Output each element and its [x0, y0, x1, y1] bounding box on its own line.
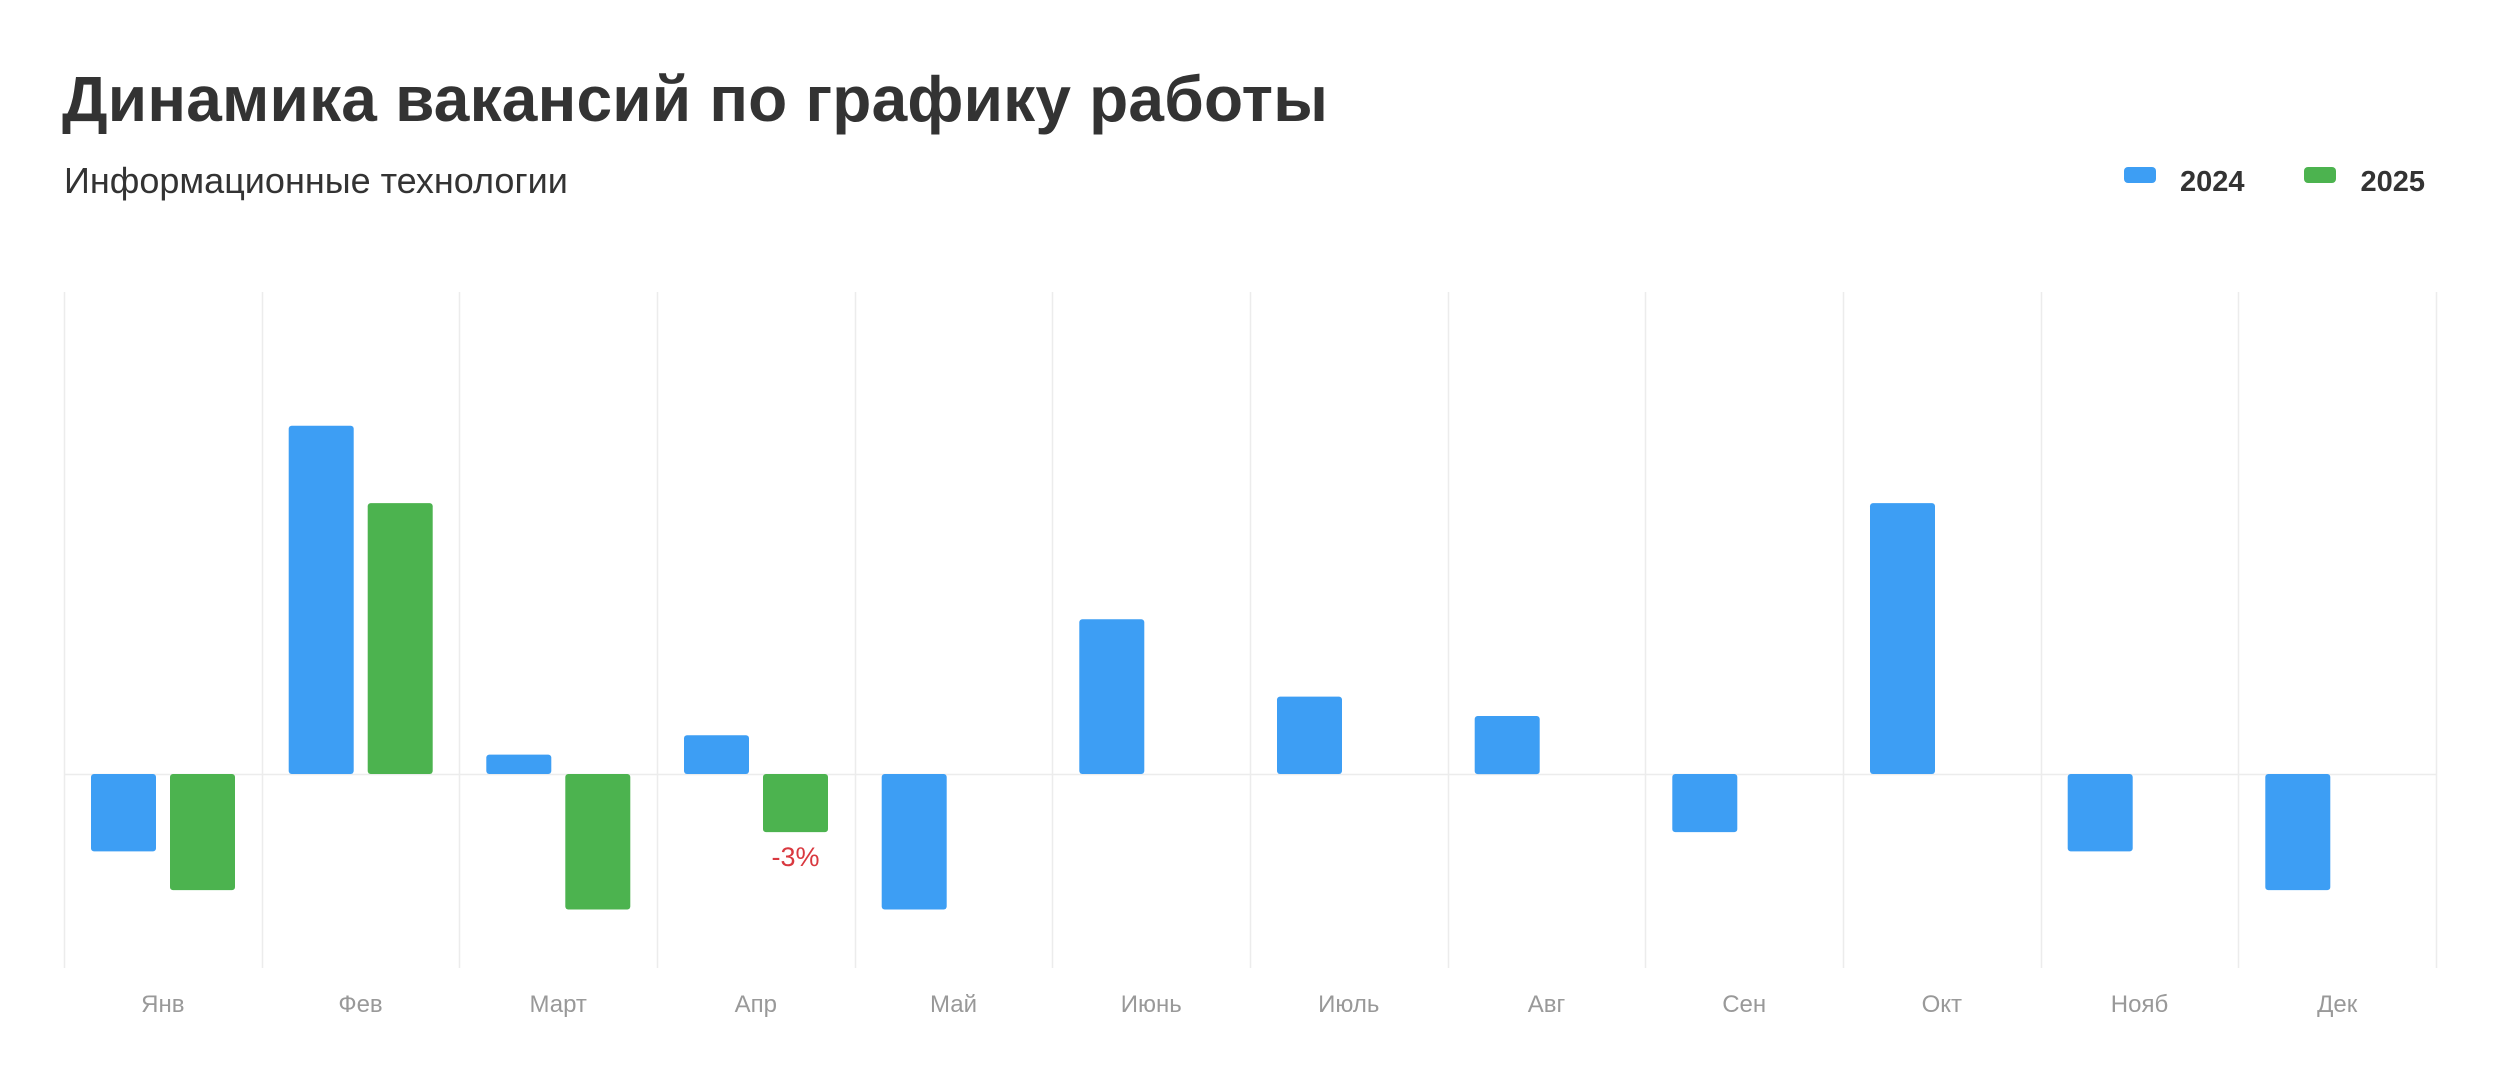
x-tick-label: Фев — [338, 991, 382, 1018]
bar-2024-Дек[interactable] — [2265, 774, 2331, 891]
bars — [91, 425, 2331, 910]
bar-2024-Май[interactable] — [881, 774, 947, 910]
bar-2024-Апр[interactable] — [684, 735, 749, 774]
bar-2024-Июль[interactable] — [1277, 696, 1342, 774]
bar-2024-Янв[interactable] — [91, 774, 156, 852]
x-tick-label: Окт — [1922, 991, 1962, 1018]
bar-2024-Авг[interactable] — [1474, 716, 1540, 775]
x-tick-label: Дек — [2317, 991, 2358, 1018]
x-tick-label: Июнь — [1121, 991, 1182, 1018]
bar-2025-Фев[interactable] — [367, 503, 433, 774]
legend: 2024 2025 — [2064, 166, 2425, 199]
bar-2025-Янв[interactable] — [170, 774, 235, 891]
bar-2025-Март[interactable] — [565, 774, 631, 910]
legend-item-2024[interactable]: 2024 — [2123, 166, 2245, 199]
legend-item-2025[interactable]: 2025 — [2304, 166, 2425, 199]
legend-swatch-2025 — [2304, 166, 2337, 183]
grid — [63, 292, 2438, 968]
legend-label-2025: 2025 — [2360, 166, 2425, 198]
bar-2025-Апр[interactable] — [763, 774, 828, 833]
bar-2024-Сен[interactable] — [1672, 774, 1738, 833]
legend-label-2024: 2024 — [2179, 166, 2245, 198]
chart-title: Динамика вакансий по графику работы — [62, 63, 1329, 135]
x-tick-label: Май — [930, 991, 977, 1018]
x-tick-label: Янв — [141, 991, 184, 1018]
bar-2024-Окт[interactable] — [1870, 503, 1935, 774]
data-label: -3% — [771, 842, 819, 872]
x-tick-label: Июль — [1318, 991, 1379, 1018]
x-tick-label: Март — [529, 991, 586, 1018]
labels: Янв Фев Март Апр Май Июнь Июль Авг Сен Окт Нояб Дек… — [141, 842, 2358, 1018]
chart-subtitle: Информационные технологии — [64, 160, 568, 201]
x-tick-label: Апр — [735, 991, 777, 1018]
bar-2024-Июнь[interactable] — [1079, 619, 1145, 774]
x-tick-label: Сен — [1722, 991, 1766, 1018]
x-tick-label: Нояб — [2111, 991, 2168, 1018]
bar-2024-Нояб[interactable] — [2067, 774, 2133, 852]
bar-2024-Март[interactable] — [486, 754, 552, 774]
legend-swatch-2024 — [2123, 166, 2156, 183]
bar-2024-Фев[interactable] — [288, 425, 354, 774]
x-tick-label: Авг — [1528, 991, 1566, 1018]
